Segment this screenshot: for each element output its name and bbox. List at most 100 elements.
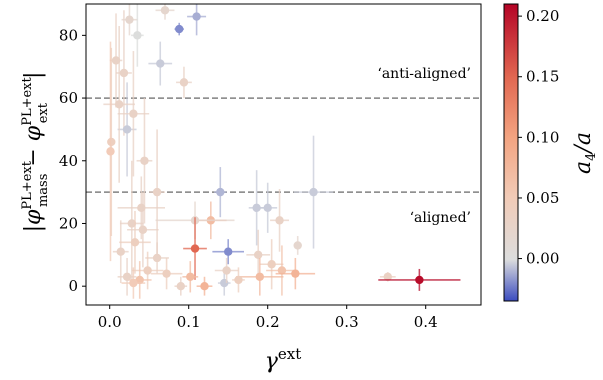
colorbar-label: a4/a bbox=[571, 132, 599, 174]
data-points bbox=[103, 4, 461, 299]
point-marker bbox=[186, 272, 195, 281]
data-point bbox=[121, 267, 146, 299]
x-tick-label: 0.2 bbox=[256, 313, 280, 331]
data-point bbox=[121, 4, 138, 36]
data-point bbox=[266, 245, 298, 296]
data-point bbox=[148, 41, 173, 86]
y-axis-label: |φPL+extmass − φPL+extext| bbox=[20, 72, 51, 233]
point-marker bbox=[252, 203, 261, 213]
point-marker bbox=[122, 125, 132, 134]
data-point bbox=[174, 22, 184, 36]
data-point bbox=[196, 276, 213, 296]
data-point bbox=[119, 210, 151, 274]
data-point bbox=[174, 276, 188, 296]
x-tick-label: 0.1 bbox=[177, 313, 201, 331]
y-tick-label: 40 bbox=[59, 152, 78, 170]
point-marker bbox=[175, 24, 184, 34]
data-point bbox=[258, 182, 278, 233]
y-tick-label: 80 bbox=[59, 26, 78, 44]
data-point bbox=[213, 167, 227, 218]
colorbar: 0.00 0.05 0.10 0.15 0.20 a4/a bbox=[503, 3, 599, 302]
colorbar-gradient bbox=[503, 3, 519, 302]
data-point bbox=[116, 10, 132, 136]
data-point bbox=[236, 257, 284, 296]
colorbar-tick-label: 0.10 bbox=[526, 128, 559, 146]
point-marker bbox=[179, 78, 189, 87]
y-axis-label-sub2: ext bbox=[36, 102, 51, 123]
point-marker bbox=[291, 269, 300, 278]
data-point bbox=[127, 192, 159, 268]
point-marker bbox=[267, 260, 276, 269]
data-point bbox=[232, 267, 245, 293]
data-point bbox=[379, 272, 396, 282]
point-marker bbox=[222, 266, 231, 275]
colorbar-ticks: 0.00 0.05 0.10 0.15 0.20 bbox=[518, 7, 559, 268]
point-marker bbox=[138, 225, 148, 234]
point-marker bbox=[143, 266, 152, 275]
point-marker bbox=[309, 187, 318, 197]
point-marker bbox=[119, 68, 129, 78]
x-tick-label: 0.0 bbox=[98, 313, 122, 331]
data-point bbox=[378, 268, 461, 291]
point-marker bbox=[129, 109, 138, 118]
point-marker bbox=[255, 272, 264, 281]
x-tick-label: 0.3 bbox=[335, 313, 359, 331]
y-tick-label: 20 bbox=[59, 214, 78, 232]
annotation-anti-aligned: ‘anti-aligned’ bbox=[377, 66, 471, 82]
point-marker bbox=[263, 203, 272, 213]
data-point bbox=[176, 66, 192, 99]
y-tick-label: 60 bbox=[59, 89, 78, 107]
point-marker bbox=[137, 203, 146, 213]
point-marker bbox=[116, 247, 125, 256]
data-point bbox=[131, 4, 144, 67]
data-point bbox=[293, 135, 334, 249]
data-point bbox=[145, 242, 169, 274]
point-marker bbox=[216, 187, 225, 197]
x-axis-label-symbol: γ bbox=[265, 349, 279, 374]
point-marker bbox=[293, 241, 302, 250]
point-marker bbox=[130, 238, 140, 247]
data-point bbox=[270, 188, 290, 252]
point-marker bbox=[135, 275, 144, 285]
plot-area: 0.0 0.1 0.2 0.3 0.4 0 20 40 60 80 ‘anti-aligned’… bbox=[59, 3, 482, 331]
point-marker bbox=[111, 56, 121, 65]
point-marker bbox=[156, 59, 165, 68]
point-marker bbox=[275, 216, 284, 225]
point-marker bbox=[415, 275, 424, 285]
point-marker bbox=[127, 219, 137, 228]
plot-frame bbox=[85, 3, 482, 306]
y-tick-label: 0 bbox=[68, 277, 78, 295]
data-point bbox=[293, 236, 302, 255]
point-marker bbox=[152, 253, 162, 263]
point-marker bbox=[125, 15, 134, 24]
data-point bbox=[106, 41, 115, 262]
x-tick-label: 0.4 bbox=[414, 313, 438, 331]
point-marker bbox=[122, 272, 132, 281]
colorbar-label-subscript: 4 bbox=[584, 153, 599, 161]
data-point bbox=[112, 220, 129, 284]
svg-text:a4/a: a4/a bbox=[571, 132, 599, 174]
data-point bbox=[103, 25, 135, 183]
colorbar-tick-label: 0.20 bbox=[526, 7, 559, 25]
data-point bbox=[183, 217, 207, 280]
point-marker bbox=[383, 272, 392, 281]
data-point bbox=[119, 160, 144, 287]
colorbar-tick-label: 0.00 bbox=[526, 250, 559, 268]
point-marker bbox=[192, 12, 201, 21]
y-axis-ticks: 0 20 40 60 80 bbox=[59, 26, 86, 295]
point-marker bbox=[106, 147, 115, 156]
point-marker bbox=[200, 281, 209, 291]
data-point bbox=[259, 239, 284, 290]
point-marker bbox=[140, 156, 149, 165]
data-point bbox=[212, 239, 244, 265]
data-point bbox=[136, 98, 153, 224]
point-marker bbox=[176, 281, 185, 291]
annotation-aligned: ‘aligned’ bbox=[410, 210, 471, 226]
x-axis-ticks: 0.0 0.1 0.2 0.3 0.4 bbox=[98, 305, 438, 331]
data-point bbox=[117, 82, 137, 177]
data-point bbox=[150, 257, 183, 290]
point-marker bbox=[160, 6, 170, 15]
data-point bbox=[275, 257, 316, 290]
plot-background bbox=[86, 4, 481, 305]
point-marker bbox=[254, 250, 263, 260]
